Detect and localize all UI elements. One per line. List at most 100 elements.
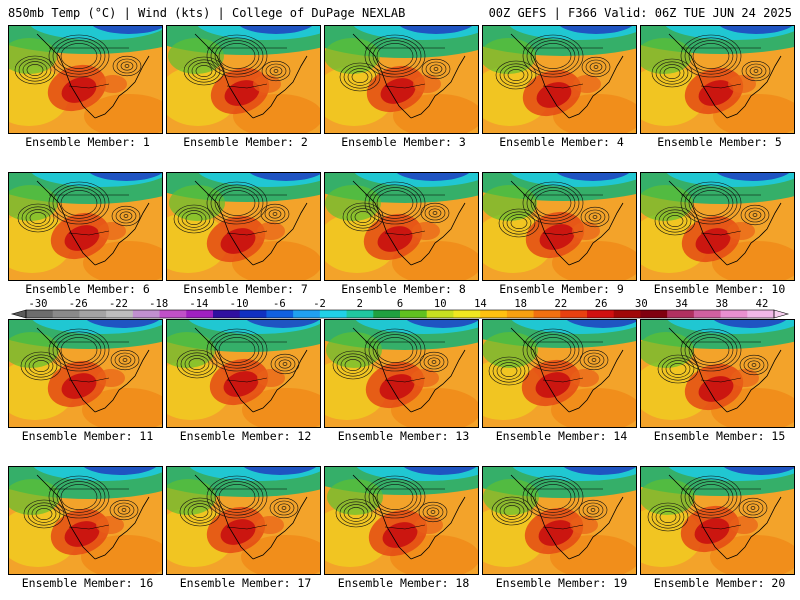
ensemble-member-label: Ensemble Member: 3 xyxy=(341,135,466,149)
colorbar-segment xyxy=(506,310,535,318)
ensemble-map-panel xyxy=(324,319,479,428)
colorbar-tick-label: -10 xyxy=(230,298,249,310)
ensemble-member-label: Ensemble Member: 13 xyxy=(337,429,470,443)
temperature-map xyxy=(325,26,478,133)
colorbar-segment xyxy=(346,310,374,318)
colorbar-segment xyxy=(266,310,294,318)
colorbar-tick-label: 10 xyxy=(434,298,447,310)
temperature-map xyxy=(641,26,794,133)
colorbar-segment xyxy=(52,310,80,318)
colorbar-segment xyxy=(319,310,348,318)
ensemble-member-label: Ensemble Member: 18 xyxy=(337,576,470,590)
colorbar-segment xyxy=(79,310,107,318)
ensemble-map-panel xyxy=(482,172,637,281)
page-title: 850mb Temp (°C) | Wind (kts) | College o… xyxy=(8,6,406,20)
colorbar-segment xyxy=(613,310,641,318)
colorbar-tick-label: 6 xyxy=(397,298,403,310)
ensemble-map-panel xyxy=(640,25,795,134)
colorbar-segment xyxy=(560,310,588,318)
temperature-map xyxy=(167,467,320,574)
colorbar-segment xyxy=(239,310,267,318)
colorbar-tick-label: -2 xyxy=(313,298,326,310)
ensemble-member-label: Ensemble Member: 15 xyxy=(653,429,786,443)
ensemble-member-label: Ensemble Member: 4 xyxy=(499,135,624,149)
colorbar-segment xyxy=(106,310,134,318)
temperature-map xyxy=(641,320,794,427)
temperature-map xyxy=(167,26,320,133)
colorbar-segment xyxy=(26,310,54,318)
temperature-map xyxy=(325,173,478,280)
colorbar-segment xyxy=(533,310,561,318)
temperature-map xyxy=(483,173,636,280)
ensemble-map-panel xyxy=(166,25,321,134)
ensemble-map-panel xyxy=(8,172,163,281)
ensemble-member-label: Ensemble Member: 1 xyxy=(25,135,150,149)
ensemble-member-label: Ensemble Member: 17 xyxy=(179,576,312,590)
temperature-map xyxy=(9,173,162,280)
colorbar-tick-label: 22 xyxy=(555,298,568,310)
colorbar-tick-label: -6 xyxy=(273,298,286,310)
temperature-map xyxy=(483,467,636,574)
colorbar-segment xyxy=(132,310,161,318)
colorbar-segment xyxy=(720,310,748,318)
colorbar-segment xyxy=(667,310,695,318)
ensemble-map-panel xyxy=(8,25,163,134)
colorbar-tick-label: 26 xyxy=(595,298,608,310)
colorbar-tick-label: -30 xyxy=(29,298,48,310)
colorbar-segment xyxy=(480,310,508,318)
ensemble-map-panel xyxy=(482,319,637,428)
colorbar-tick-label: 34 xyxy=(675,298,688,310)
temperature-map xyxy=(9,467,162,574)
ensemble-member-label: Ensemble Member: 9 xyxy=(499,282,624,296)
temperature-colorbar: -30 -26 -22 -18 -14 -10 -6 -2 2 6 10 14 18 22 26 30 34 38… xyxy=(10,298,790,319)
temperature-map xyxy=(641,467,794,574)
ensemble-map-panel xyxy=(166,172,321,281)
ensemble-member-label: Ensemble Member: 16 xyxy=(21,576,154,590)
ensemble-map-panel xyxy=(166,466,321,575)
ensemble-member-label: Ensemble Member: 8 xyxy=(341,282,466,296)
colorbar-segment xyxy=(747,310,775,318)
ensemble-member-label: Ensemble Member: 20 xyxy=(653,576,786,590)
temperature-map xyxy=(483,26,636,133)
ensemble-member-label: Ensemble Member: 2 xyxy=(183,135,308,149)
ensemble-map-panel xyxy=(324,466,479,575)
ensemble-member-label: Ensemble Member: 6 xyxy=(25,282,150,296)
colorbar-tick-label: 42 xyxy=(756,298,769,310)
colorbar-tick-label: -18 xyxy=(149,298,168,310)
colorbar-segment xyxy=(373,310,401,318)
colorbar-max-arrow xyxy=(773,309,790,319)
colorbar-segment xyxy=(293,310,321,318)
ensemble-map-panel xyxy=(482,466,637,575)
colorbar-segment xyxy=(213,310,241,318)
ensemble-map-panel xyxy=(324,172,479,281)
colorbar-segment xyxy=(693,310,722,318)
ensemble-member-label: Ensemble Member: 10 xyxy=(653,282,786,296)
temperature-map xyxy=(325,467,478,574)
ensemble-map-panel xyxy=(8,466,163,575)
ensemble-map-panel xyxy=(640,319,795,428)
colorbar-tick-label: 2 xyxy=(357,298,363,310)
colorbar-segment xyxy=(186,310,214,318)
ensemble-map-panel xyxy=(324,25,479,134)
ensemble-map-panel xyxy=(640,172,795,281)
ensemble-member-label: Ensemble Member: 19 xyxy=(495,576,628,590)
colorbar-tick-label: -26 xyxy=(69,298,88,310)
colorbar-min-arrow xyxy=(10,309,27,319)
colorbar-tick-label: -22 xyxy=(109,298,128,310)
temperature-map xyxy=(9,26,162,133)
colorbar-outline xyxy=(25,309,775,319)
temperature-map xyxy=(167,320,320,427)
colorbar-tick-label: 18 xyxy=(514,298,527,310)
ensemble-map-panel xyxy=(8,319,163,428)
ensemble-member-label: Ensemble Member: 11 xyxy=(21,429,154,443)
ensemble-map-panel xyxy=(640,466,795,575)
ensemble-map-panel xyxy=(166,319,321,428)
temperature-map xyxy=(167,173,320,280)
colorbar-segment xyxy=(453,310,481,318)
temperature-map xyxy=(641,173,794,280)
colorbar-tick-label: 38 xyxy=(715,298,728,310)
run-valid-time: 00Z GEFS | F366 Valid: 06Z TUE JUN 24 20… xyxy=(488,6,792,20)
ensemble-member-label: Ensemble Member: 5 xyxy=(657,135,782,149)
ensemble-map-panel xyxy=(482,25,637,134)
temperature-map xyxy=(483,320,636,427)
